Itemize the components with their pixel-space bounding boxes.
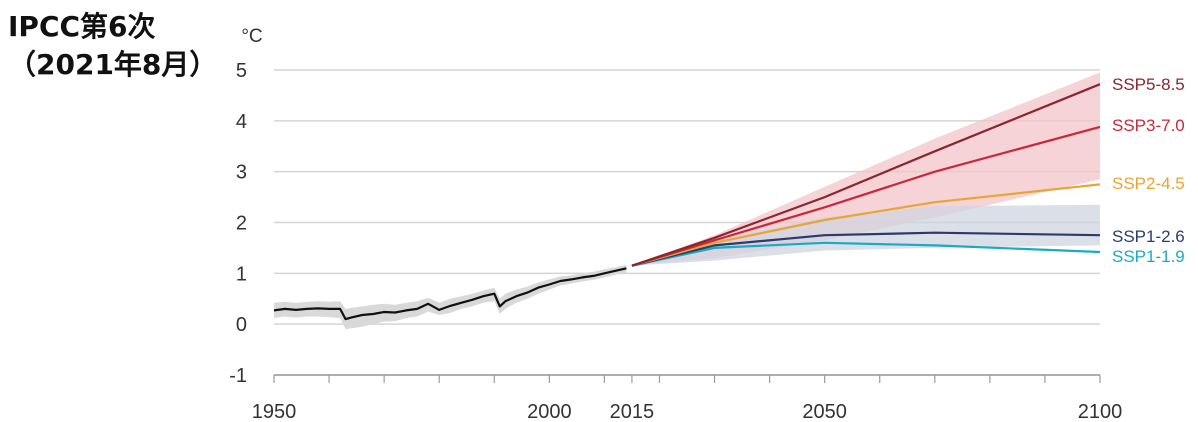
series-label-ssp1-2.6: SSP1-2.6 xyxy=(1112,227,1185,246)
y-tick-label: -1 xyxy=(229,365,247,387)
series-label-ssp2-4.5: SSP2-4.5 xyxy=(1112,174,1185,193)
x-tick-label: 1950 xyxy=(252,401,297,422)
series-line-ssp1-2.6 xyxy=(631,231,1101,267)
y-tick-label: 0 xyxy=(236,314,247,336)
series-line-ssp2-4.5 xyxy=(631,183,1101,267)
source-title: IPCC第6次 （2021年8月） xyxy=(8,8,217,84)
source-title-line1: IPCC第6次 xyxy=(8,10,156,43)
y-tick-label: 1 xyxy=(236,263,247,285)
series-label-ssp5-8.5: SSP5-8.5 xyxy=(1112,75,1185,94)
series-line-ssp3-7.0 xyxy=(631,125,1101,267)
historical-series-line xyxy=(273,267,627,321)
historical-uncertainty-band xyxy=(274,264,627,330)
x-tick-label: 2050 xyxy=(802,401,847,422)
y-tick-label: 4 xyxy=(236,111,247,133)
source-title-line2: （2021年8月） xyxy=(8,48,218,81)
y-tick-label: 3 xyxy=(236,162,247,184)
series-line-ssp5-8.5 xyxy=(631,83,1101,267)
x-tick-label: 2000 xyxy=(527,401,572,422)
series-label-ssp3-7.0: SSP3-7.0 xyxy=(1112,116,1185,135)
series-line-ssp1-1.9 xyxy=(631,241,1101,267)
x-tick-label: 2100 xyxy=(1078,401,1123,422)
x-tick-label: 2015 xyxy=(610,401,655,422)
high-emission-range-band xyxy=(631,72,1100,266)
series-label-ssp1-1.9: SSP1-1.9 xyxy=(1112,247,1185,266)
y-tick-label: 5 xyxy=(236,60,247,82)
y-axis-unit-label: °C xyxy=(241,26,262,47)
y-tick-label: 2 xyxy=(236,213,247,235)
